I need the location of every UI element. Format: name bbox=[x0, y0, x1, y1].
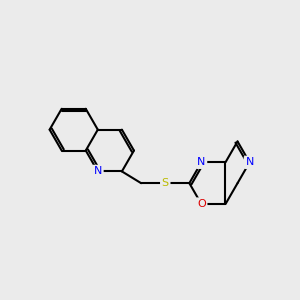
Text: N: N bbox=[245, 157, 254, 167]
Text: S: S bbox=[162, 178, 169, 188]
Text: N: N bbox=[197, 157, 206, 167]
Text: N: N bbox=[94, 167, 102, 176]
Text: O: O bbox=[197, 199, 206, 209]
